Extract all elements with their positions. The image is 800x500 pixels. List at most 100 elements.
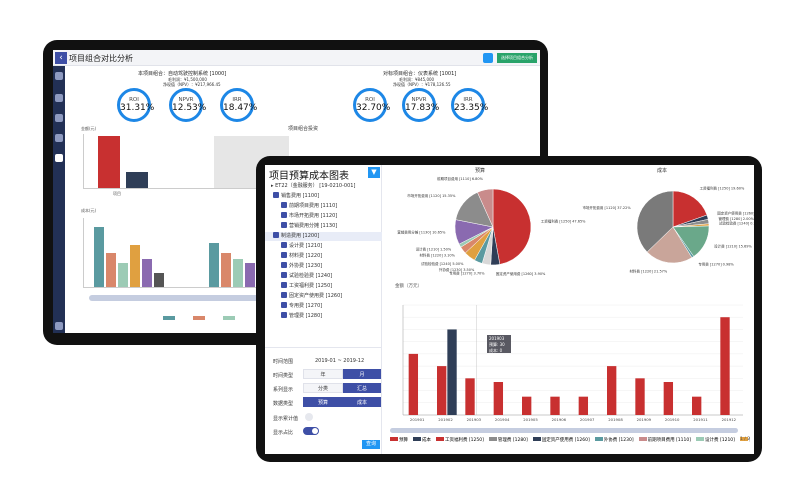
bar-成本-201902[interactable] (447, 329, 457, 415)
legend-item[interactable]: 预算 (390, 437, 408, 443)
bar-预算-201901[interactable] (408, 353, 419, 415)
x-tick-label: 201908 (608, 417, 623, 422)
checkbox[interactable] (281, 282, 287, 288)
sidebar-exit-icon[interactable] (55, 322, 63, 330)
chart1-xlabel: 项目 (113, 191, 121, 196)
x-tick-label: 201905 (523, 417, 538, 422)
legend-label: 试验检验费 [1240] (749, 438, 750, 443)
tree-node[interactable]: 外协费 [1230] (265, 262, 382, 271)
series-summary[interactable]: 汇总 (343, 383, 381, 393)
sidebar-budget-icon[interactable] (55, 94, 63, 102)
x-tick-label: 201912 (722, 417, 737, 422)
bar-预算-201910[interactable] (663, 382, 674, 415)
bar-预算-201911[interactable] (692, 396, 702, 415)
tree-node[interactable]: 试验检验费 [1240] (265, 272, 382, 281)
legend-label: 成本 (422, 438, 431, 443)
bar-预算-201904[interactable] (493, 382, 504, 415)
legend-item[interactable]: 固定资产使用费 [1260] (532, 437, 590, 443)
bar-legend: 预算 成本 工资福利费 [1250] 管理费 [1280] 固定资产使用费 [1260]… (390, 437, 750, 447)
bar-预算-201903[interactable] (465, 378, 475, 415)
time-type-year[interactable]: 年 (303, 369, 343, 379)
legend-page[interactable]: 1 / 2 (740, 437, 751, 442)
tree-node[interactable]: 市场开拓费用 [1120] (265, 212, 382, 221)
series-category[interactable]: 分类 (303, 383, 343, 393)
checkbox[interactable] (281, 252, 287, 258)
checkbox[interactable] (273, 192, 279, 198)
checkbox[interactable] (281, 202, 287, 208)
checkbox[interactable] (273, 232, 279, 238)
sidebar-home-icon[interactable] (55, 72, 63, 80)
checkbox[interactable] (281, 292, 287, 298)
range-input[interactable]: 2019-01 ~ 2019-12 (315, 358, 365, 364)
legend-item[interactable]: 管理费 [1280] (488, 437, 528, 443)
sidebar-chart-icon[interactable] (55, 114, 63, 122)
bar-scrollbar[interactable] (390, 428, 738, 433)
tree-node[interactable]: 营销费用分摊 [1130] (265, 222, 382, 231)
pie-cost-title: 成本 (657, 168, 668, 174)
pie-slice[interactable] (646, 226, 693, 264)
tree-node[interactable]: 前期项目费用 [1110] (265, 202, 382, 211)
metric-value: 17.83% (405, 103, 440, 113)
legend-item[interactable]: 设计费 [1210] (696, 437, 735, 443)
tree-node[interactable]: 专用费 [1270] (265, 302, 382, 311)
data-type-budget[interactable]: 预算 (303, 397, 343, 407)
tooltip-title: 201903 (489, 336, 505, 341)
portfolio-chart-title: 项目组合投资 (288, 126, 319, 132)
checkbox[interactable] (281, 312, 287, 318)
checkbox[interactable] (281, 272, 287, 278)
tree-node[interactable]: 制造费用 [1200] (265, 232, 382, 241)
chart2-ylabel: 成本(元) (81, 208, 97, 213)
pie-slice[interactable] (492, 188, 532, 265)
bar-预算-201907[interactable] (578, 396, 589, 415)
pie-slice[interactable] (636, 190, 674, 253)
checkbox[interactable] (281, 222, 287, 228)
bar-预算-201905[interactable] (522, 396, 532, 415)
x-tick-label: 201902 (438, 417, 453, 422)
sidebar-cost-icon[interactable] (55, 134, 63, 142)
tree-node[interactable]: 管理费 [1280] (265, 312, 382, 321)
pie-slice[interactable] (477, 188, 494, 228)
sidebar-analysis-icon[interactable] (55, 154, 63, 162)
filter-icon[interactable]: ▼ (368, 167, 380, 178)
pie-slice-label: 试验检验费 [1240] 0.98% (719, 220, 754, 225)
bar-预算-201908[interactable] (607, 366, 617, 415)
legend-item[interactable]: 外协费 [1230] (594, 437, 634, 443)
checkbox[interactable] (281, 212, 287, 218)
data-type-cost[interactable]: 成本 (343, 397, 381, 407)
right-roi-gauge: ROI 32.70% (353, 88, 390, 122)
tree-node[interactable]: 销售费用 [1100] (265, 192, 382, 201)
legend-swatch (594, 437, 603, 441)
legend-item[interactable]: 前期项目费用 [1110] (638, 437, 691, 443)
back-arrow-icon[interactable]: ‹ (55, 52, 67, 64)
toggle-knob (312, 428, 318, 434)
tree-node[interactable]: 工资福利费 [1250] (265, 282, 382, 291)
legend-item[interactable]: 试验检验费 [1240] (739, 437, 750, 443)
cumulative-toggle[interactable] (305, 413, 313, 421)
tree-node[interactable]: 固定资产使用费 [1260] (265, 292, 382, 301)
time-type-month[interactable]: 月 (343, 369, 381, 379)
ratio-label: 显示占比 (273, 430, 294, 436)
tree-node[interactable]: 设计费 [1210] (265, 242, 382, 251)
bar-预算-201912[interactable] (720, 317, 730, 415)
chart-scrollbar[interactable] (89, 295, 259, 301)
legend-item[interactable]: 工资福利费 [1250] (436, 437, 484, 443)
tree-node[interactable]: 材料费 [1220] (265, 252, 382, 261)
pie-slice-label: 材料费 [1220] 21.57% (630, 269, 668, 274)
tooltip-line: 成本: 0 (489, 348, 503, 353)
query-button[interactable]: 查询 (362, 440, 380, 449)
checkbox[interactable] (281, 262, 287, 268)
select-portfolio-button[interactable]: 选择项目组合分析 (497, 53, 537, 63)
ratio-toggle[interactable] (303, 427, 319, 435)
metric-label: IRR (463, 97, 473, 103)
checkbox[interactable] (281, 242, 287, 248)
time-type-label: 时间类型 (273, 373, 294, 379)
right-irr-gauge: IRR 23.35% (451, 88, 488, 122)
back-sidebar (53, 66, 65, 333)
checkbox[interactable] (281, 302, 287, 308)
bar-预算-201906[interactable] (550, 396, 560, 415)
bar-预算-201909[interactable] (635, 378, 645, 415)
bar-预算-201902[interactable] (437, 366, 447, 415)
gear-icon[interactable] (483, 53, 493, 63)
legend-item[interactable]: 成本 (413, 437, 431, 443)
tree-node[interactable]: ▸ ET22（金融服务） [19-0210-001] (271, 183, 356, 189)
